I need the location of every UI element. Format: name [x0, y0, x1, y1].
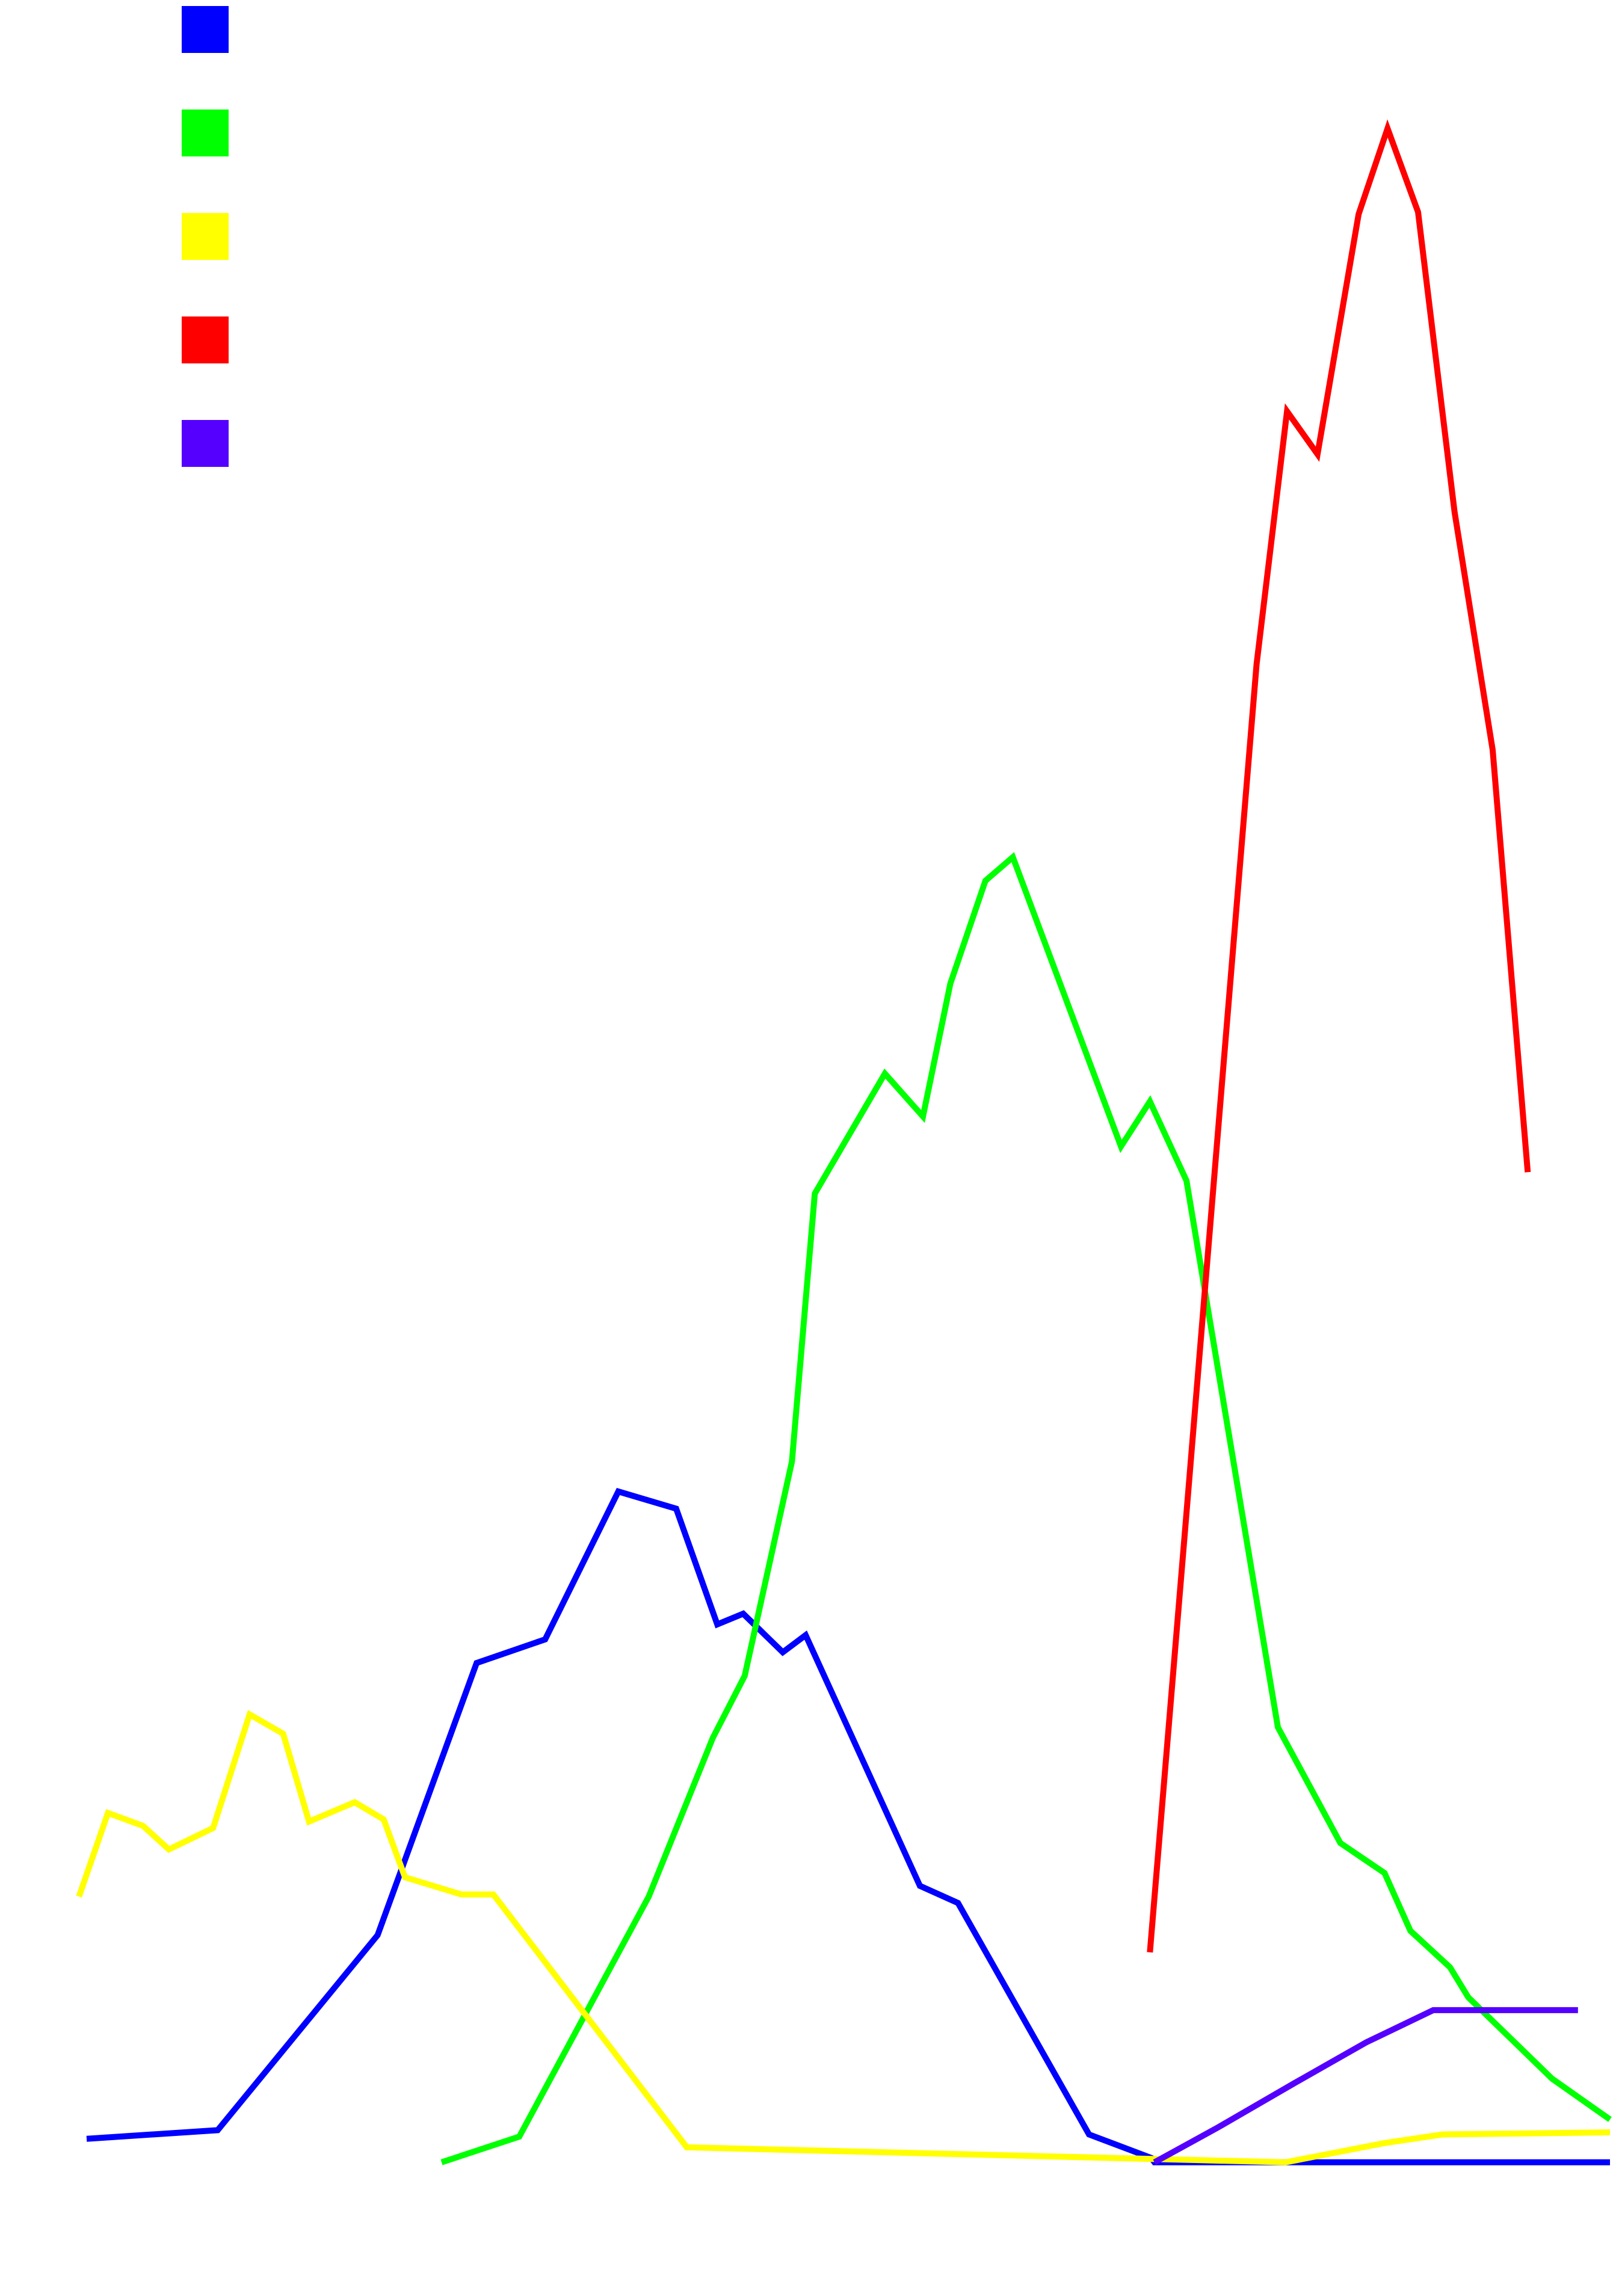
legend-swatch-2 — [182, 110, 229, 156]
series-line-5 — [1153, 2007, 1578, 2165]
series-line-4 — [1147, 119, 1531, 1953]
legend-swatch-1 — [182, 6, 229, 53]
series-line-1 — [86, 1487, 1610, 2165]
series-line-2 — [440, 852, 1612, 2165]
plot-area — [76, 119, 1612, 2165]
series-line-3 — [76, 1709, 1611, 2165]
chart-legend — [182, 6, 229, 467]
legend-swatch-3 — [182, 213, 229, 260]
legend-swatch-5 — [182, 420, 229, 467]
legend-swatch-4 — [182, 316, 229, 363]
